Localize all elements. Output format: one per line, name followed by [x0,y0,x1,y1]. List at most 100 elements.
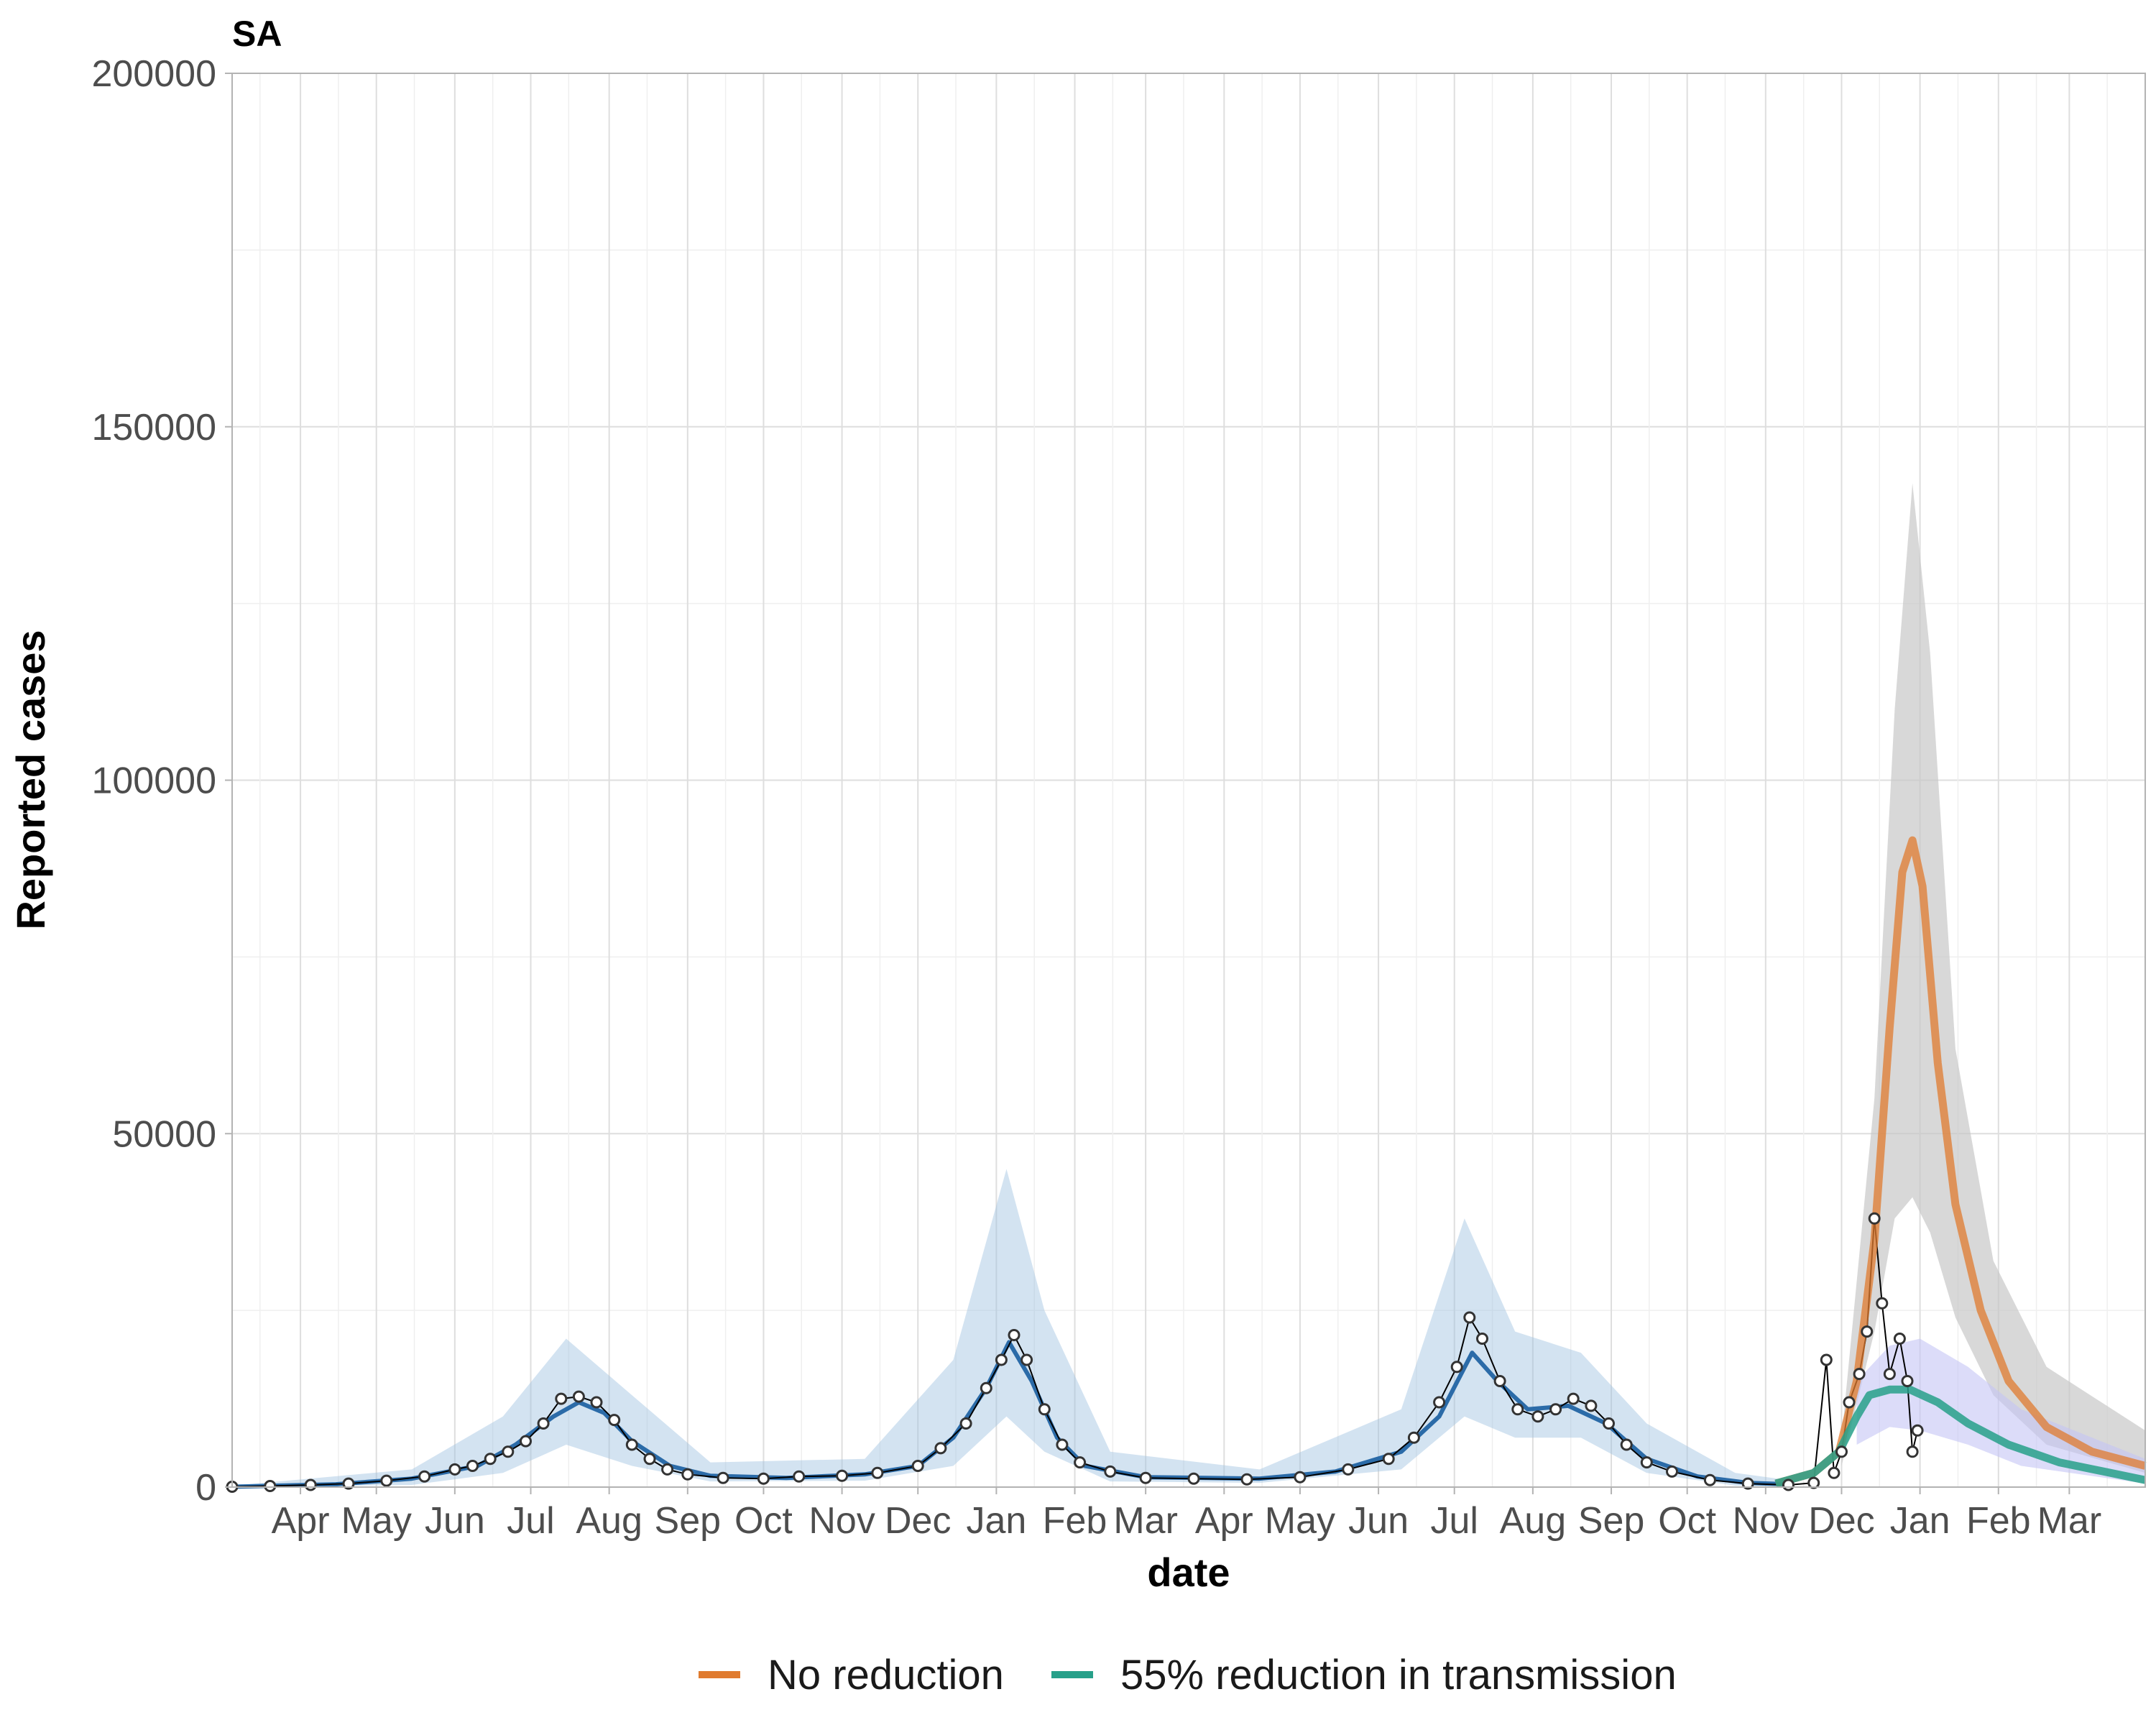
observed-point [1807,1476,1820,1489]
observed-point [1407,1431,1420,1444]
observed-point [681,1468,694,1481]
x-tick-label: May [1265,1500,1335,1542]
observed-point [757,1472,770,1485]
x-tick-label: Oct [1658,1500,1716,1542]
x-tick-label: Apr [1195,1500,1253,1542]
observed-point [1450,1361,1463,1374]
observed-point [380,1474,393,1487]
observed-point [1911,1424,1924,1437]
chart-title: SA [232,14,282,54]
observed-point [590,1396,603,1409]
x-tick-label: Feb [1966,1500,2031,1542]
x-axis-title: date [1147,1550,1230,1595]
observed-point [934,1442,947,1455]
observed-point [1603,1417,1615,1430]
observed-point [1853,1368,1866,1381]
y-tick-label: 0 [195,1467,216,1509]
x-tick-label: Oct [734,1500,793,1542]
observed-point [1493,1375,1506,1387]
y-tick-label: 200000 [91,53,216,95]
series-line-reduction [1774,1385,2147,1488]
observed-point [871,1466,884,1479]
fit-band [232,1169,1789,1487]
y-axis-ticks: 0 50000 100000 150000 200000 [91,53,232,1509]
observed-point [1187,1472,1200,1485]
x-tick-label: Jan [966,1500,1026,1542]
observed-point [1104,1465,1117,1478]
observed-point [1835,1445,1848,1458]
legend-label-reduction: 55% reduction in transmission [1120,1652,1677,1698]
y-tick-label: 100000 [91,760,216,802]
x-tick-label: Jun [425,1500,485,1542]
observed-point [1240,1473,1253,1486]
observed-point [608,1414,621,1427]
no-reduction-band [1841,483,2145,1473]
observed-point [1893,1333,1906,1345]
x-tick-label: Dec [885,1500,951,1542]
observed-point [1901,1375,1914,1387]
legend: No reduction 55% reduction in transmissi… [699,1652,1677,1698]
observed-point [484,1453,497,1466]
observed-point [466,1460,479,1472]
observed-point [1620,1438,1633,1451]
observed-point [264,1480,277,1492]
x-tick-label: Aug [1500,1500,1567,1542]
observed-point [911,1460,924,1472]
x-tick-label: Jan [1890,1500,1950,1542]
series-lines [231,836,2147,1489]
x-tick-label: Dec [1808,1500,1874,1542]
observed-point [1294,1471,1307,1484]
observed-point [959,1417,972,1430]
x-tick-label: Nov [808,1500,875,1542]
observed-point [625,1438,638,1451]
observed-point [1074,1456,1087,1469]
y-tick-label: 50000 [112,1113,216,1155]
observed-point [520,1435,532,1448]
observed-point [1876,1297,1889,1310]
legend-label-no-reduction: No reduction [768,1652,1004,1698]
observed-point [418,1470,431,1483]
observed-point [1861,1325,1874,1338]
x-tick-label: Sep [1578,1500,1645,1542]
observed-point [661,1463,674,1476]
observed-point [1531,1410,1544,1423]
observed-point [980,1381,992,1394]
observed-point [1549,1403,1562,1416]
series-line-no-reduction [1774,836,2147,1488]
observed-point [1139,1471,1152,1484]
observed-point [1883,1368,1896,1381]
observed-point [1868,1212,1881,1225]
observed-point [1843,1396,1856,1409]
observed-point [1021,1353,1033,1366]
observed-point [717,1471,729,1484]
observed-point [304,1478,317,1491]
grid [232,73,2145,1488]
x-tick-label: Aug [576,1500,642,1542]
x-tick-label: Nov [1733,1500,1799,1542]
observed-point [643,1453,656,1466]
observed-point [1906,1445,1919,1458]
observed-point [1567,1392,1580,1405]
observed-point [1342,1463,1355,1476]
observed-point [1038,1403,1051,1416]
x-tick-label: Jun [1348,1500,1409,1542]
observed-point [1585,1399,1598,1412]
x-tick-label: Jul [1430,1500,1478,1542]
observed-points [226,1212,1924,1493]
uncertainty-bands [232,483,2145,1487]
observed-point [342,1477,355,1490]
observed-point [1782,1478,1795,1491]
observed-point [537,1417,550,1430]
x-tick-label: Mar [2037,1500,2102,1542]
x-tick-label: Mar [1113,1500,1178,1542]
x-tick-label: Jul [507,1500,554,1542]
observed-point [1666,1465,1678,1478]
observed-point [1056,1438,1069,1451]
observed-point [502,1445,515,1458]
x-tick-label: May [341,1500,412,1542]
observed-point [572,1390,585,1403]
x-tick-label: Feb [1043,1500,1107,1542]
y-axis-title: Reported cases [8,630,53,929]
observed-point [555,1392,568,1405]
